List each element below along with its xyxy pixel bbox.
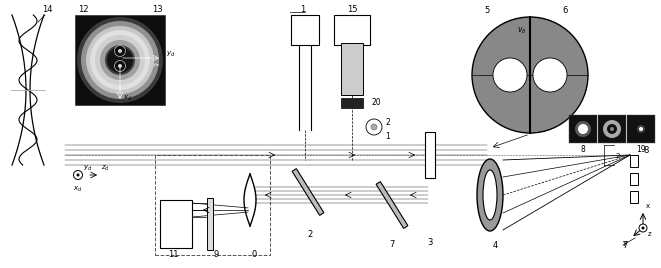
Text: 7: 7 [389,240,395,249]
Text: 15: 15 [347,5,357,14]
Circle shape [107,47,133,73]
Text: y: y [623,240,627,246]
Circle shape [578,124,588,134]
Circle shape [493,58,527,92]
Text: 2: 2 [616,153,621,159]
Bar [425,132,435,178]
Polygon shape [292,169,324,215]
Circle shape [114,61,126,72]
Text: $y_d$: $y_d$ [83,164,93,173]
Bar [630,191,638,203]
Text: $x_d$: $x_d$ [73,185,83,194]
Text: $y_d$: $y_d$ [166,50,175,59]
Bar [630,155,638,167]
Text: 14: 14 [42,5,52,14]
Circle shape [118,64,122,68]
Text: 11: 11 [168,250,178,259]
Bar [207,198,213,250]
Circle shape [639,127,643,131]
Ellipse shape [477,159,503,231]
Circle shape [607,124,617,134]
Bar [75,15,165,105]
Text: 2: 2 [385,118,390,127]
Bar [160,200,192,248]
Text: 1: 1 [385,132,390,141]
Circle shape [472,17,588,133]
Circle shape [366,119,382,135]
Bar [341,98,363,108]
Circle shape [603,120,621,138]
Text: x: x [646,203,650,209]
Bar [291,15,319,45]
Circle shape [95,35,145,85]
Text: 13: 13 [151,5,163,14]
Bar [598,115,626,143]
Text: 19: 19 [636,145,646,154]
Circle shape [112,52,128,68]
Text: 6: 6 [563,6,568,15]
Ellipse shape [483,170,497,220]
Text: 7: 7 [622,241,628,250]
Circle shape [77,173,79,177]
Bar [334,15,370,45]
Bar [627,115,655,143]
Text: 5: 5 [485,6,490,15]
Text: z: z [648,231,652,237]
Circle shape [637,125,645,133]
Text: 8: 8 [580,145,586,154]
Circle shape [610,127,614,131]
Bar [630,173,638,185]
Circle shape [109,49,131,71]
Bar [569,115,597,143]
Circle shape [86,26,154,94]
Text: $v_\delta$: $v_\delta$ [517,25,527,35]
Circle shape [118,49,122,53]
Circle shape [90,30,150,90]
Bar [155,155,270,255]
Text: 1: 1 [300,5,305,14]
Text: 20: 20 [372,98,381,107]
Circle shape [533,58,567,92]
Circle shape [641,226,644,229]
Circle shape [105,45,135,75]
Text: 4: 4 [492,241,498,250]
Text: 8: 8 [643,146,648,155]
Text: 9: 9 [213,250,218,259]
Circle shape [114,46,126,57]
Text: $y_w$: $y_w$ [153,61,161,69]
Text: $x_d$: $x_d$ [123,94,132,103]
Text: $v_\eta$: $v_\eta$ [548,81,558,92]
Circle shape [371,124,377,130]
Text: 3: 3 [427,238,433,247]
Text: 0: 0 [252,250,257,259]
Circle shape [73,170,83,180]
Circle shape [575,121,591,137]
Text: 12: 12 [78,5,89,14]
Polygon shape [376,182,408,228]
Text: $z_d$: $z_d$ [101,164,110,173]
Circle shape [639,224,647,232]
Circle shape [81,21,159,99]
Text: 2: 2 [307,230,313,239]
Bar [341,43,363,95]
Circle shape [77,17,163,103]
Circle shape [100,40,140,80]
